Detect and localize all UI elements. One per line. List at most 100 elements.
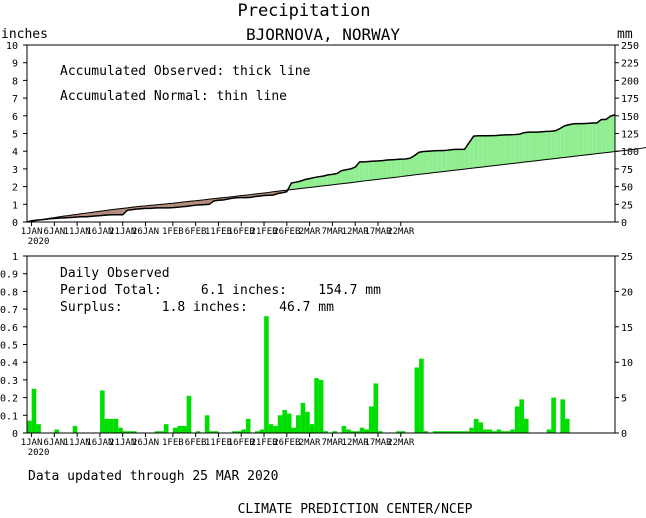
- daily-bar: [364, 429, 370, 433]
- surplus-area-segment: [314, 176, 319, 187]
- y-tick-label: 10: [6, 41, 18, 52]
- surplus-area-segment: [501, 134, 506, 165]
- daily-bar: [113, 418, 119, 433]
- deficit-area-segment: [200, 199, 205, 205]
- x-tick-label: 7MAR: [322, 227, 344, 237]
- surplus-area-segment: [373, 160, 378, 180]
- y2-tick-label: 175: [621, 94, 639, 105]
- daily-bar: [423, 431, 429, 433]
- deficit-area-segment: [191, 200, 196, 206]
- daily-bar: [245, 418, 251, 433]
- surplus-area-segment: [350, 167, 356, 183]
- daily-bar: [163, 424, 169, 433]
- y2-tick-label: 20: [621, 287, 633, 298]
- x-year-label: 2020: [28, 448, 50, 458]
- surplus-area-segment: [377, 160, 383, 180]
- surplus-area-segment: [464, 142, 470, 170]
- top-legend-normal: Accumulated Normal: thin line: [60, 89, 287, 104]
- deficit-area-segment: [204, 199, 210, 205]
- surplus-area-segment: [368, 161, 374, 181]
- y2-tick-label: 0: [621, 429, 627, 440]
- daily-bar: [291, 427, 297, 433]
- surplus-area-segment: [327, 174, 333, 186]
- y-tick-label: 0.6: [0, 323, 18, 334]
- x-tick-label: 21JAN: [109, 227, 136, 237]
- x-tick-label: 2MAR: [299, 227, 321, 237]
- surplus-area-segment: [555, 128, 561, 159]
- x-tick-label: 1JAN: [21, 438, 43, 448]
- x-tick-label: 7MAR: [322, 438, 344, 448]
- x-tick-label: 26JAN: [132, 438, 159, 448]
- accumulated-panel: 0123456789100255075100125150175200225250…: [6, 41, 646, 247]
- y-tick-label: 0.5: [0, 341, 18, 352]
- surplus-area-segment: [551, 130, 556, 159]
- surplus-area-segment: [423, 151, 429, 174]
- daily-bar: [31, 388, 37, 433]
- daily-bar: [346, 429, 351, 433]
- surplus-area-segment: [596, 119, 602, 154]
- daily-bar: [127, 431, 132, 433]
- surplus-area-segment: [496, 135, 502, 166]
- x-tick-label: 1JAN: [21, 227, 43, 237]
- surplus-area-segment: [605, 116, 611, 153]
- daily-bar: [400, 431, 406, 433]
- daily-panel: 00.10.20.30.40.50.60.70.80.9105101520251…: [0, 252, 633, 458]
- y-tick-label: 0.3: [0, 376, 18, 387]
- x-tick-label: 1FEB: [162, 227, 184, 237]
- daily-bar: [72, 425, 78, 433]
- daily-bar: [492, 431, 497, 433]
- surplus-area-segment: [396, 159, 401, 178]
- daily-bar: [209, 431, 215, 433]
- x-tick-label: 12MAR: [342, 438, 370, 448]
- surplus-area-segment: [592, 123, 597, 155]
- y-tick-label: 8: [12, 76, 18, 87]
- surplus-area-segment: [428, 150, 433, 174]
- surplus-area-segment: [455, 149, 461, 171]
- y2-tick-label: 5: [621, 394, 627, 405]
- daily-bar: [469, 427, 474, 433]
- daily-bar: [419, 358, 424, 433]
- x-tick-label: 16FEB: [228, 438, 255, 448]
- surplus-area-segment: [409, 155, 415, 176]
- surplus-area-segment: [432, 150, 438, 173]
- y2-tick-label: 25: [621, 200, 633, 211]
- daily-bar: [27, 420, 32, 433]
- daily-bar: [373, 383, 379, 433]
- x-tick-label: 26FEB: [273, 438, 300, 448]
- daily-bar: [286, 413, 292, 433]
- y-tick-label: 1: [12, 252, 18, 263]
- daily-bar: [487, 429, 493, 433]
- x-tick-label: 6JAN: [44, 227, 66, 237]
- top-legend-observed: Accumulated Observed: thick line: [60, 64, 311, 79]
- left-unit-label: inches: [1, 27, 48, 42]
- daily-bar: [186, 395, 192, 433]
- x-tick-label: 17MAR: [364, 438, 392, 448]
- deficit-area-segment: [86, 212, 91, 217]
- daily-bar: [514, 406, 520, 433]
- surplus-area-segment: [569, 123, 574, 157]
- y-tick-label: 0.7: [0, 305, 18, 316]
- surplus-area-segment: [528, 132, 533, 162]
- bottom-legend-daily: Daily Observed: [60, 266, 170, 281]
- x-year-label: 2020: [28, 237, 50, 247]
- y2-tick-label: 10: [621, 358, 633, 369]
- x-tick-label: 16JAN: [86, 438, 113, 448]
- daily-bar: [109, 418, 114, 433]
- deficit-area-segment: [168, 203, 173, 208]
- surplus-area-segment: [519, 132, 524, 163]
- daily-bar: [460, 431, 465, 433]
- y-tick-label: 7: [12, 94, 18, 105]
- surplus-area-segment: [487, 135, 492, 167]
- surplus-area-segment: [560, 125, 565, 158]
- surplus-area-segment: [573, 123, 579, 157]
- x-tick-label: 12MAR: [342, 227, 370, 237]
- daily-bar: [318, 379, 324, 433]
- daily-bar: [177, 425, 183, 433]
- surplus-area-segment: [332, 173, 337, 185]
- x-tick-label: 2MAR: [299, 438, 321, 448]
- daily-bar: [268, 424, 274, 433]
- surplus-area-segment: [441, 150, 447, 172]
- daily-bar: [195, 431, 201, 433]
- surplus-area-segment: [341, 169, 347, 184]
- deficit-area-segment: [186, 201, 192, 207]
